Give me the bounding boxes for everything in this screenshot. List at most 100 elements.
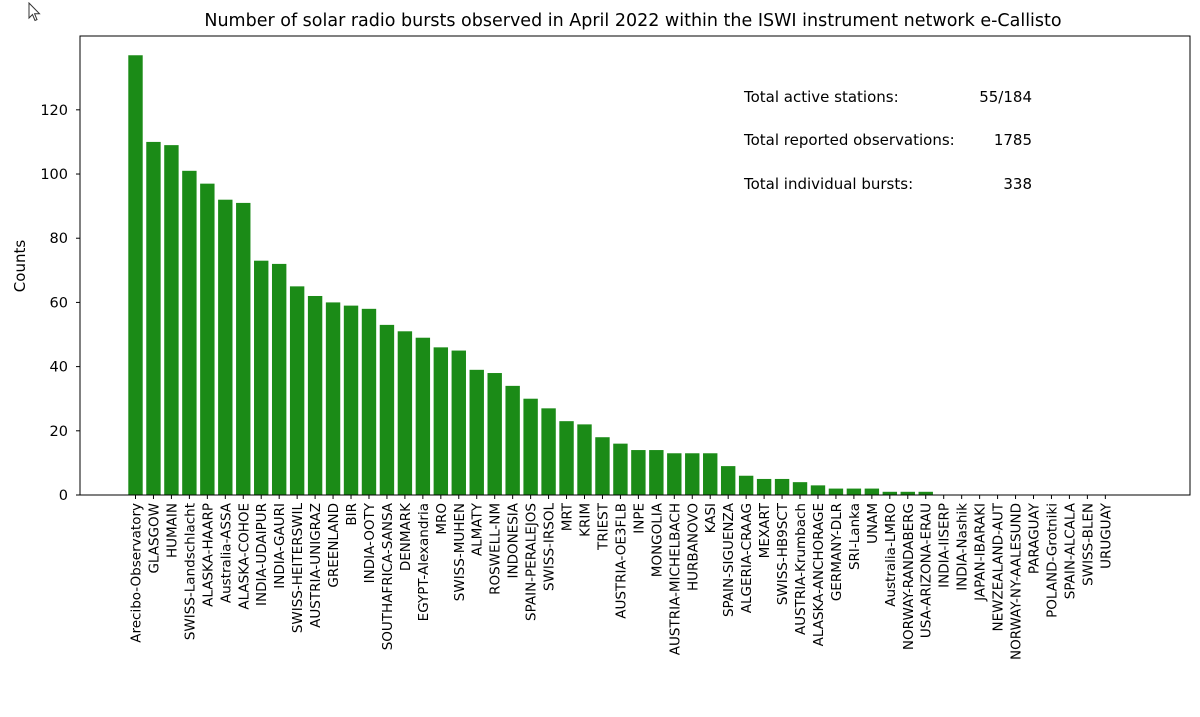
bar-australia-lmro — [882, 491, 898, 495]
y-tick-label: 100 — [40, 167, 68, 183]
annotation-label: Total reported observations: — [743, 131, 955, 149]
y-tick-label: 0 — [59, 488, 68, 504]
bar-usa-arizona-erau — [918, 491, 933, 495]
bar-alaska-cohoe — [236, 202, 251, 495]
x-tick-label: URUGUAY — [1098, 502, 1114, 569]
y-tick-label: 40 — [50, 360, 68, 376]
x-tick-label: MEXART — [757, 502, 773, 558]
x-tick-label: NEWZEALAND-AUT — [991, 502, 1007, 631]
x-tick-label: INDONESIA — [506, 502, 522, 578]
bar-mongolia — [649, 450, 664, 495]
bar-alaska-haarp — [200, 183, 215, 495]
bar-swiss-irsol — [541, 408, 556, 495]
x-tick-label: SWISS-BLEN — [1080, 503, 1096, 586]
x-tick-label: JAPAN-IBARAKI — [973, 503, 989, 602]
x-tick-label: ALASKA-HAARP — [200, 503, 216, 607]
annotation-label: Total individual bursts: — [743, 175, 913, 193]
bar-india-ooty — [361, 308, 377, 495]
bar-krim — [577, 424, 592, 495]
bar-austria-oe3flb — [613, 443, 628, 495]
x-tick-label: INDIA-Nashik — [955, 503, 971, 591]
bar-hurbanovo — [685, 453, 700, 495]
bar-spain-siguenza — [720, 466, 736, 495]
x-axis: Arecibo-Observatory GLASGOW HUMAIN SWISS-La… — [129, 495, 1114, 660]
x-tick-label: KRIM — [578, 503, 594, 537]
bar-austria-michelbach — [667, 453, 682, 495]
bar-austria-unigraz — [307, 295, 323, 495]
bar-india-gauri — [271, 263, 287, 495]
y-tick-label: 80 — [50, 231, 68, 247]
bar-algeria-craag — [738, 475, 754, 495]
x-tick-label: ALASKA-COHOE — [236, 503, 252, 610]
plot-frame — [79, 35, 1191, 496]
x-tick-label: UNAM — [865, 503, 881, 544]
bar-mexart — [756, 478, 772, 495]
bar-norway-randaberg — [900, 491, 915, 495]
annotation-value: 1785 — [994, 131, 1032, 149]
x-tick-label: MRT — [560, 502, 576, 531]
bar-swiss-hb9sct — [774, 478, 790, 495]
x-tick-label: BIR — [344, 503, 360, 526]
x-tick-label: GLASGOW — [146, 503, 162, 574]
bar-swiss-muhen — [451, 350, 466, 495]
bar-swiss-heiterswil — [289, 286, 305, 495]
x-tick-label: AUSTRIA-OE3FLB — [613, 503, 629, 619]
bar-sri-lanka — [846, 488, 862, 495]
x-tick-label: HURBANOVO — [685, 503, 701, 591]
x-tick-label: SPAIN-PERALEJOS — [524, 503, 540, 621]
bar-inpe — [631, 450, 646, 495]
x-tick-label: SWISS-HB9SCT — [775, 502, 791, 605]
bar-almaty — [469, 369, 484, 495]
bars-group — [128, 55, 933, 496]
bar-triest — [595, 437, 610, 495]
x-tick-label: HUMAIN — [164, 503, 180, 558]
x-tick-label: ALASKA-ANCHORAGE — [811, 503, 827, 646]
x-tick-label: INDIA-UDAIPUR — [254, 503, 270, 606]
x-tick-label: SWISS-HEITERSWIL — [290, 503, 306, 634]
bar-germany-dlr — [828, 488, 844, 495]
x-tick-label: AUSTRIA-UNIGRAZ — [308, 503, 324, 628]
x-tick-label: INPE — [631, 503, 647, 534]
bar-denmark — [397, 331, 413, 495]
bar-greenland — [325, 302, 341, 495]
x-tick-label: ALGERIA-CRAAG — [739, 503, 755, 613]
x-tick-label: SRI-Lanka — [847, 503, 863, 570]
bar-southafrica-sansa — [379, 324, 395, 495]
annotation-value: 55/184 — [979, 88, 1032, 106]
bar-mrt — [559, 421, 574, 495]
bar-arecibo-observatory — [128, 55, 143, 495]
mouse-cursor-icon — [28, 2, 41, 22]
x-tick-label: ALMATY — [470, 502, 486, 556]
x-tick-label: TRIEST — [595, 502, 611, 551]
y-axis-label: Counts — [11, 240, 29, 293]
x-tick-label: MONGOLIA — [649, 502, 665, 577]
y-tick-label: 20 — [50, 424, 68, 440]
x-tick-label: POLAND-Grotniki — [1044, 503, 1060, 618]
bar-kasi — [703, 453, 718, 495]
y-tick-label: 60 — [50, 295, 68, 311]
x-tick-label: EGYPT-Alexandria — [416, 503, 432, 621]
y-tick-label: 120 — [40, 103, 68, 119]
x-tick-label: KASI — [703, 503, 719, 533]
x-tick-label: MRO — [434, 503, 450, 535]
x-tick-label: INDIA-OOTY — [362, 502, 378, 583]
x-tick-label: GERMANY-DLR — [829, 503, 845, 601]
x-tick-label: Australia-ASSA — [218, 502, 234, 603]
x-tick-label: SWISS-MUHEN — [452, 503, 468, 601]
bar-alaska-anchorage — [810, 485, 826, 495]
bar-india-udaipur — [254, 260, 269, 495]
y-axis: 0 20 40 60 80 100 120 — [40, 103, 80, 504]
bar-egypt-alexandria — [415, 337, 431, 495]
x-tick-label: NORWAY-RANDABERG — [901, 503, 917, 650]
x-tick-label: GREENLAND — [326, 503, 342, 588]
x-tick-label: PARAGUAY — [1027, 502, 1043, 574]
x-tick-label: SPAIN-ALCALA — [1062, 502, 1078, 599]
x-tick-label: SWISS-IRSOL — [542, 503, 558, 591]
x-tick-label: ROSWELL-NM — [488, 503, 504, 595]
x-tick-label: SOUTHAFRICA-SANSA — [380, 502, 396, 650]
x-tick-label: AUSTRIA-Krumbach — [793, 503, 809, 635]
bar-swiss-landschlacht — [182, 170, 197, 495]
x-tick-label: USA-ARIZONA-ERAU — [919, 503, 935, 638]
x-tick-label: AUSTRIA-MICHELBACH — [667, 503, 683, 655]
summary-annotations: Total active stations: 55/184 Total report… — [743, 88, 1032, 193]
